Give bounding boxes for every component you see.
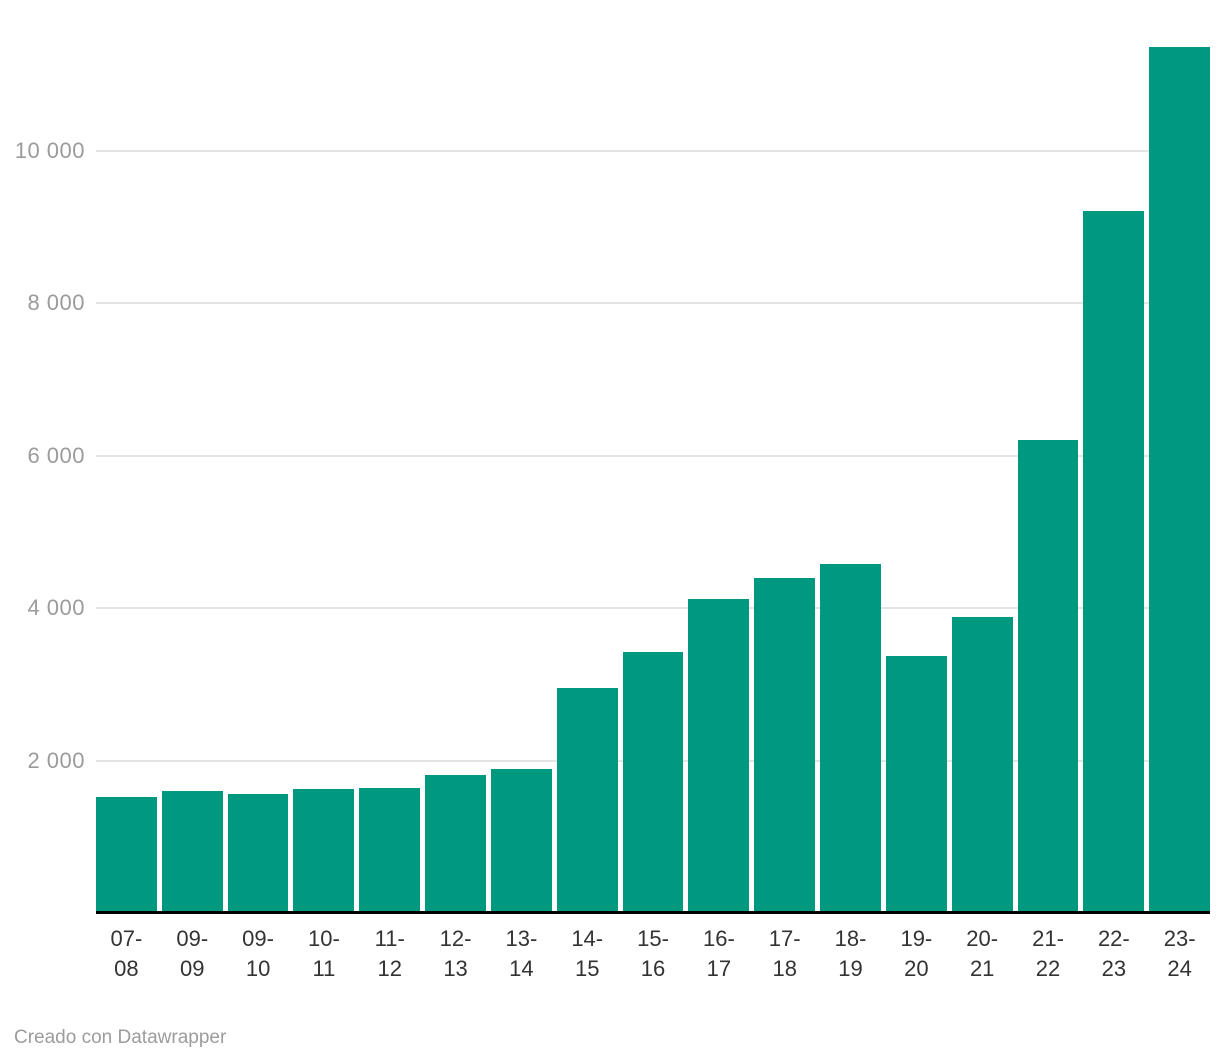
- x-tick-line: 20: [904, 956, 929, 981]
- x-axis-tick-label: 12- 13: [425, 924, 486, 984]
- datawrapper-credit-link[interactable]: Creado con Datawrapper: [14, 1027, 227, 1048]
- x-tick-line: 07-: [110, 926, 143, 951]
- bars-container: [96, 0, 1211, 911]
- bar-15-16[interactable]: [622, 652, 684, 911]
- x-axis-tick-label: 19- 20: [886, 924, 947, 984]
- x-axis-tick-label: 17- 18: [754, 924, 815, 984]
- x-axis-tick-label: 20- 21: [952, 924, 1013, 984]
- bar-11-12[interactable]: [359, 788, 421, 911]
- gridline: [96, 302, 1210, 305]
- x-tick-line: 10: [245, 956, 271, 981]
- bar-17-18[interactable]: [754, 578, 816, 911]
- gridline: [96, 454, 1210, 457]
- x-tick-line: 08: [114, 956, 139, 981]
- x-tick-line: 11-: [374, 926, 405, 951]
- x-axis-labels: 07- 08 09- 09 09- 10 10- 11 11- 12 12- 13 13- 14 14- 15…: [96, 924, 1210, 984]
- bar-09-09[interactable]: [161, 791, 223, 911]
- plot-area: [96, 0, 1211, 914]
- x-tick-line: 23: [1101, 956, 1127, 981]
- x-tick-line: 09-: [176, 926, 209, 951]
- bar-13-14[interactable]: [490, 769, 552, 911]
- x-axis-tick-label: 22- 23: [1083, 924, 1144, 984]
- x-tick-line: 13: [443, 956, 468, 981]
- x-tick-line: 15: [574, 956, 600, 981]
- x-tick-line: 22: [1035, 956, 1061, 981]
- bar-23-24[interactable]: [1149, 47, 1211, 911]
- x-tick-line: 23-: [1163, 926, 1196, 951]
- x-tick-line: 17-: [768, 926, 801, 951]
- bar-21-22[interactable]: [1017, 440, 1079, 911]
- x-axis-tick-label: 15- 16: [623, 924, 684, 984]
- x-axis-tick-label: 09- 10: [228, 924, 289, 984]
- bar-19-20[interactable]: [885, 656, 947, 911]
- x-axis-tick-label: 09- 09: [162, 924, 223, 984]
- x-axis-tick-label: 16- 17: [688, 924, 749, 984]
- x-tick-line: 18-: [834, 926, 867, 951]
- gridline: [96, 150, 1210, 152]
- x-tick-line: 11: [312, 956, 336, 981]
- x-axis-tick-label: 07- 08: [96, 924, 157, 984]
- x-tick-line: 12: [377, 956, 402, 981]
- x-tick-line: 09-: [242, 926, 274, 951]
- x-tick-line: 15-: [637, 926, 669, 951]
- gridline: [96, 607, 1210, 610]
- bar-16-17[interactable]: [688, 599, 750, 911]
- x-axis-tick-label: 18- 19: [820, 924, 881, 984]
- x-tick-line: 19: [838, 956, 863, 981]
- y-axis-tick-label: 6 000: [27, 442, 85, 468]
- bar-20-21[interactable]: [951, 617, 1013, 911]
- x-tick-line: 16: [640, 956, 666, 981]
- x-axis-tick-label: 21- 22: [1018, 924, 1079, 984]
- x-axis-tick-label: 14- 15: [557, 924, 618, 984]
- x-tick-line: 12-: [439, 926, 472, 951]
- x-axis-tick-label: 23- 24: [1149, 924, 1210, 984]
- x-tick-line: 17: [706, 956, 732, 981]
- x-tick-line: 22-: [1097, 926, 1130, 951]
- bar-09-10[interactable]: [227, 794, 289, 911]
- bar-07-08[interactable]: [96, 797, 157, 911]
- x-axis-tick-label: 10- 11: [293, 924, 354, 984]
- bar-14-15[interactable]: [556, 688, 618, 911]
- x-tick-line: 24: [1167, 956, 1192, 981]
- x-axis-line: [96, 911, 1210, 914]
- x-tick-line: 10-: [308, 926, 340, 951]
- x-tick-line: 16-: [702, 926, 735, 951]
- x-tick-line: 21: [969, 956, 995, 981]
- bar-22-23[interactable]: [1083, 211, 1145, 911]
- bar-12-13[interactable]: [425, 775, 486, 911]
- y-axis-tick-label: 8 000: [27, 290, 85, 316]
- y-axis-tick-label: 2 000: [27, 747, 85, 773]
- bar-10-11[interactable]: [293, 789, 355, 911]
- x-tick-line: 19-: [900, 926, 933, 951]
- x-tick-line: 14-: [571, 926, 604, 951]
- y-axis-tick-label: 4 000: [27, 595, 85, 621]
- x-tick-line: 18: [772, 956, 797, 981]
- bar-18-19[interactable]: [820, 564, 881, 911]
- x-tick-line: 21-: [1032, 926, 1064, 951]
- x-tick-line: 14: [509, 956, 534, 981]
- x-axis-tick-label: 13- 14: [491, 924, 552, 984]
- y-axis-tick-label: 10 000: [14, 138, 85, 163]
- x-axis-tick-label: 11- 12: [359, 924, 420, 984]
- x-tick-line: 09: [180, 956, 205, 981]
- y-axis-labels: 2 000 4 000 6 000 8 000 10 000: [0, 0, 85, 914]
- x-tick-line: 13-: [505, 926, 538, 951]
- x-tick-line: 20-: [966, 926, 999, 951]
